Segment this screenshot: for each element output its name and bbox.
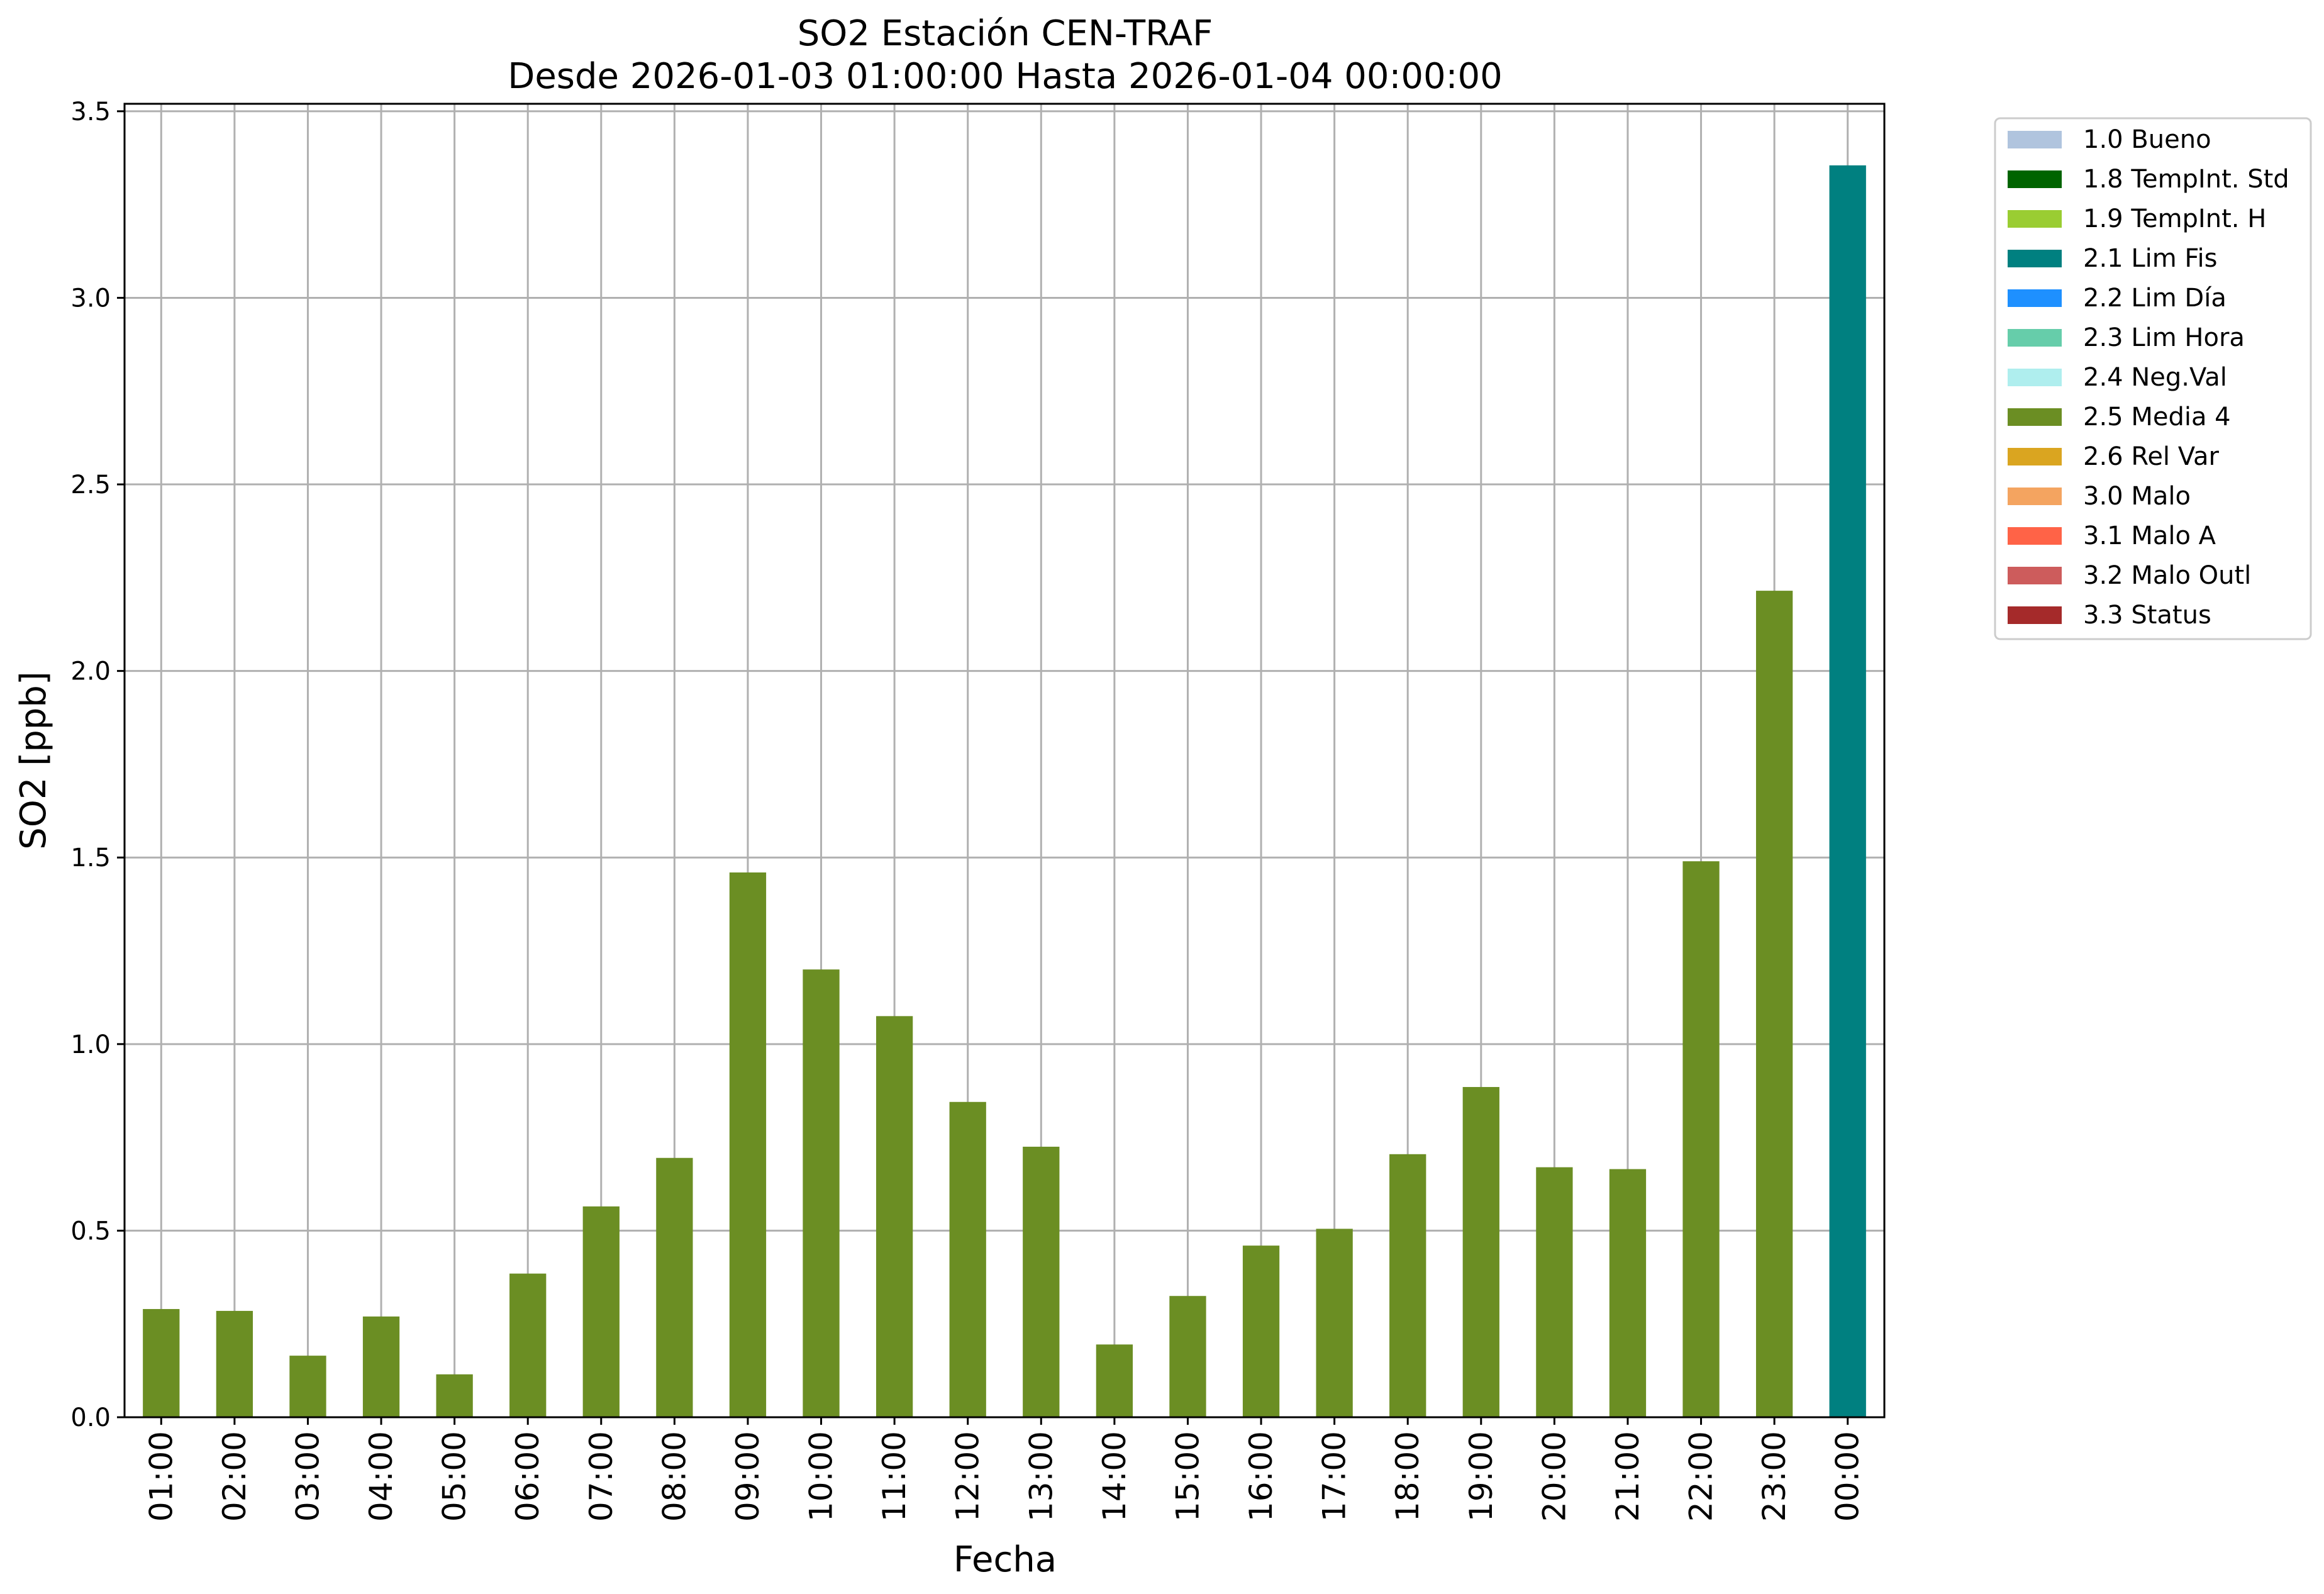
legend-label: 2.5 Media 4 xyxy=(2083,403,2231,432)
bar-0100 xyxy=(143,1308,180,1417)
x-tick-label: 03:00 xyxy=(289,1431,326,1522)
y-tick-label: 3.5 xyxy=(70,98,111,126)
legend-label: 1.0 Bueno xyxy=(2083,125,2211,154)
legend-label: 3.0 Malo xyxy=(2083,482,2191,511)
bar-1000 xyxy=(803,969,840,1417)
bar-1700 xyxy=(1316,1229,1353,1417)
bar-0000 xyxy=(1829,165,1866,1417)
legend-label: 3.3 Status xyxy=(2083,601,2211,630)
y-tick-label: 0.0 xyxy=(70,1403,111,1432)
plot-frame xyxy=(123,103,1886,1418)
x-tick-label: 20:00 xyxy=(1536,1431,1572,1522)
legend-swatch xyxy=(2008,408,2062,426)
legend-swatch xyxy=(2008,329,2062,347)
legend-frame xyxy=(1994,117,2312,640)
bar-0400 xyxy=(362,1316,400,1417)
x-tick-label: 13:00 xyxy=(1023,1431,1059,1522)
bar-0500 xyxy=(436,1374,473,1417)
legend-swatch xyxy=(2008,448,2062,465)
bar-1800 xyxy=(1389,1154,1426,1417)
x-tick-label: 12:00 xyxy=(950,1431,986,1522)
bar-1100 xyxy=(876,1016,913,1417)
bar-2200 xyxy=(1682,861,1720,1417)
y-tick-label: 2.5 xyxy=(70,471,111,499)
y-axis-ticks: 0.0 0.5 1.0 1.5 2.0 2.5 3.0 3.5 xyxy=(70,98,125,1432)
legend-swatch xyxy=(2008,289,2062,307)
legend-swatch xyxy=(2008,210,2062,228)
bar-2300 xyxy=(1755,591,1793,1417)
legend-swatch xyxy=(2008,170,2062,188)
legend-swatch xyxy=(2008,369,2062,386)
legend-label: 3.2 Malo Outl xyxy=(2083,561,2251,590)
x-tick-label: 00:00 xyxy=(1830,1431,1866,1522)
y-tick-label: 1.0 xyxy=(70,1030,111,1059)
x-tick-label: 16:00 xyxy=(1243,1431,1279,1522)
legend-label: 1.9 TempInt. H xyxy=(2083,204,2266,233)
legend-label: 2.4 Neg.Val xyxy=(2083,363,2227,392)
chart-subtitle: Desde 2026-01-03 01:00:00 Hasta 2026-01-… xyxy=(508,56,1503,97)
x-tick-label: 01:00 xyxy=(143,1431,179,1522)
bar-1900 xyxy=(1462,1087,1499,1417)
legend-label: 2.1 Lim Fis xyxy=(2083,244,2217,273)
bar-0700 xyxy=(582,1206,620,1417)
x-axis-label: Fecha xyxy=(954,1539,1057,1580)
bar-1300 xyxy=(1023,1146,1060,1417)
x-tick-label: 06:00 xyxy=(509,1431,546,1522)
x-tick-label: 04:00 xyxy=(363,1431,399,1522)
legend-swatch xyxy=(2008,488,2062,505)
bar-0200 xyxy=(216,1310,253,1417)
bar-1200 xyxy=(949,1101,986,1417)
legend-label: 1.8 TempInt. Std xyxy=(2083,165,2289,194)
x-tick-label: 08:00 xyxy=(656,1431,692,1522)
x-tick-label: 07:00 xyxy=(583,1431,620,1522)
x-tick-label: 23:00 xyxy=(1756,1431,1793,1522)
x-tick-label: 02:00 xyxy=(216,1431,253,1522)
bar-0300 xyxy=(289,1356,326,1417)
bar-0600 xyxy=(509,1273,547,1417)
y-tick-label: 0.5 xyxy=(70,1217,111,1246)
legend-label: 3.1 Malo A xyxy=(2083,521,2216,550)
bar-1500 xyxy=(1169,1296,1206,1417)
bar-1400 xyxy=(1096,1344,1133,1417)
x-tick-label: 09:00 xyxy=(730,1431,766,1522)
x-tick-label: 05:00 xyxy=(436,1431,473,1522)
legend-label: 2.3 Lim Hora xyxy=(2083,323,2245,352)
y-axis-label: SO2 [ppb] xyxy=(13,671,54,849)
legend: 1.0 Bueno 1.8 TempInt. Std 1.9 TempInt. H 2… xyxy=(1994,117,2312,640)
bar-1600 xyxy=(1242,1246,1280,1417)
x-tick-label: 18:00 xyxy=(1389,1431,1426,1522)
legend-swatch xyxy=(2008,131,2062,148)
legend-swatch xyxy=(2008,606,2062,624)
chart-title: SO2 Estación CEN-TRAF xyxy=(798,13,1213,54)
legend-label: 2.2 Lim Día xyxy=(2083,284,2227,313)
y-tick-label: 1.5 xyxy=(70,844,111,872)
bar-2100 xyxy=(1609,1169,1647,1417)
bar-0900 xyxy=(729,872,767,1417)
x-tick-label: 19:00 xyxy=(1463,1431,1499,1522)
y-tick-label: 2.0 xyxy=(70,657,111,686)
x-tick-label: 22:00 xyxy=(1683,1431,1720,1522)
legend-swatch xyxy=(2008,567,2062,584)
y-tick-label: 3.0 xyxy=(70,284,111,313)
legend-swatch xyxy=(2008,527,2062,545)
legend-label: 2.6 Rel Var xyxy=(2083,442,2220,471)
x-tick-label: 15:00 xyxy=(1169,1431,1206,1522)
x-tick-label: 21:00 xyxy=(1610,1431,1646,1522)
x-axis-ticks: 01:00 02:00 03:00 04:00 05:00 06:00 07:00 08:00… xyxy=(143,1417,1866,1522)
bar-0800 xyxy=(656,1157,693,1417)
bars xyxy=(143,165,1866,1417)
x-tick-label: 11:00 xyxy=(876,1431,913,1522)
x-tick-label: 10:00 xyxy=(803,1431,840,1522)
bar-2000 xyxy=(1536,1167,1573,1417)
x-tick-label: 17:00 xyxy=(1316,1431,1353,1522)
legend-swatch xyxy=(2008,250,2062,267)
x-tick-label: 14:00 xyxy=(1096,1431,1133,1522)
